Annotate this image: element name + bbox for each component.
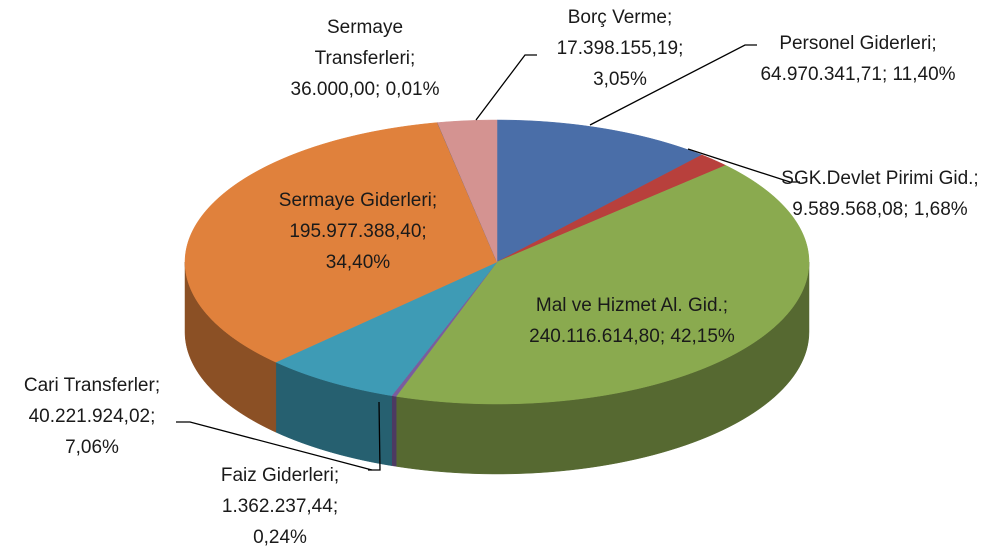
data-label: Borç Verme; 17.398.155,19; 3,05% — [535, 2, 705, 95]
label-separator: ; — [973, 168, 984, 189]
data-label: SGK.Devlet Pirimi Gid.; 9.589.568,08; 1,… — [778, 163, 983, 225]
label-percent: 1,68% — [913, 199, 968, 220]
label-separator: ; — [154, 375, 166, 396]
label-separator: ; — [881, 64, 893, 85]
label-percent: 0,01% — [385, 79, 440, 100]
slice — [496, 154, 727, 263]
leader-line — [475, 54, 537, 121]
data-label: Personel Giderleri; 64.970.341,71; 11,40… — [758, 28, 958, 90]
label-separator: ; — [903, 199, 914, 220]
data-label: Mal ve Hizmet Al. Gid.; 240.116.614,80; … — [490, 290, 775, 352]
label-value: 9.589.568,08 — [792, 199, 904, 220]
label-name: Faiz Giderleri — [220, 465, 334, 486]
label-separator: ; — [150, 406, 161, 427]
label-percent: 34,40% — [325, 252, 391, 273]
label-separator: ; — [666, 7, 678, 28]
label-percent: 7,06% — [65, 437, 119, 458]
label-value: 1.362.237,44 — [221, 496, 333, 517]
label-separator: ; — [333, 465, 345, 486]
label-percent: 11,40% — [892, 64, 956, 85]
label-separator: ; — [431, 190, 443, 211]
label-separator: ; — [410, 48, 421, 69]
label-name: SGK.Devlet Pirimi Gid. — [781, 168, 974, 189]
label-separator: ; — [678, 38, 689, 59]
data-label: Sermaye Transferleri; 36.000,00; 0,01% — [275, 12, 455, 105]
label-name: Personel Giderleri — [779, 33, 932, 54]
label-name: Borç Verme — [567, 7, 667, 28]
label-value: 40.221.924,02 — [28, 406, 151, 427]
label-percent: 0,24% — [253, 527, 307, 548]
label-name: Sermaye Giderleri — [278, 190, 432, 211]
slice — [496, 119, 703, 263]
label-value: 17.398.155,19 — [556, 38, 679, 59]
leader-line — [589, 44, 757, 126]
label-name: Mal ve Hizmet Al. Gid. — [535, 295, 723, 316]
label-separator: ; — [722, 295, 734, 316]
label-separator: ; — [659, 326, 671, 347]
leader-line — [687, 148, 800, 183]
label-value: 36.000,00 — [290, 79, 376, 100]
label-name: Sermaye Transferleri — [314, 17, 411, 69]
slice — [437, 119, 498, 263]
data-label: Cari Transferler; 40.221.924,02; 7,06% — [2, 370, 182, 463]
label-separator: ; — [421, 221, 432, 242]
label-percent: 3,05% — [593, 69, 647, 90]
label-value: 240.116.614,80 — [529, 326, 660, 347]
slice — [395, 165, 810, 405]
leader-line — [176, 421, 373, 471]
label-separator: ; — [375, 79, 386, 100]
label-value: 195.977.388,40 — [289, 221, 422, 242]
slice-side — [391, 395, 397, 467]
label-percent: 42,15% — [670, 326, 735, 347]
slice — [184, 122, 498, 363]
label-separator: ; — [332, 496, 344, 517]
data-label: Faiz Giderleri; 1.362.237,44; 0,24% — [195, 460, 365, 553]
label-name: Cari Transferler — [23, 375, 155, 396]
label-separator: ; — [931, 33, 942, 54]
data-label: Sermaye Giderleri; 195.977.388,40; 34,40… — [258, 185, 458, 278]
slice — [275, 261, 498, 396]
label-value: 64.970.341,71 — [760, 64, 882, 85]
